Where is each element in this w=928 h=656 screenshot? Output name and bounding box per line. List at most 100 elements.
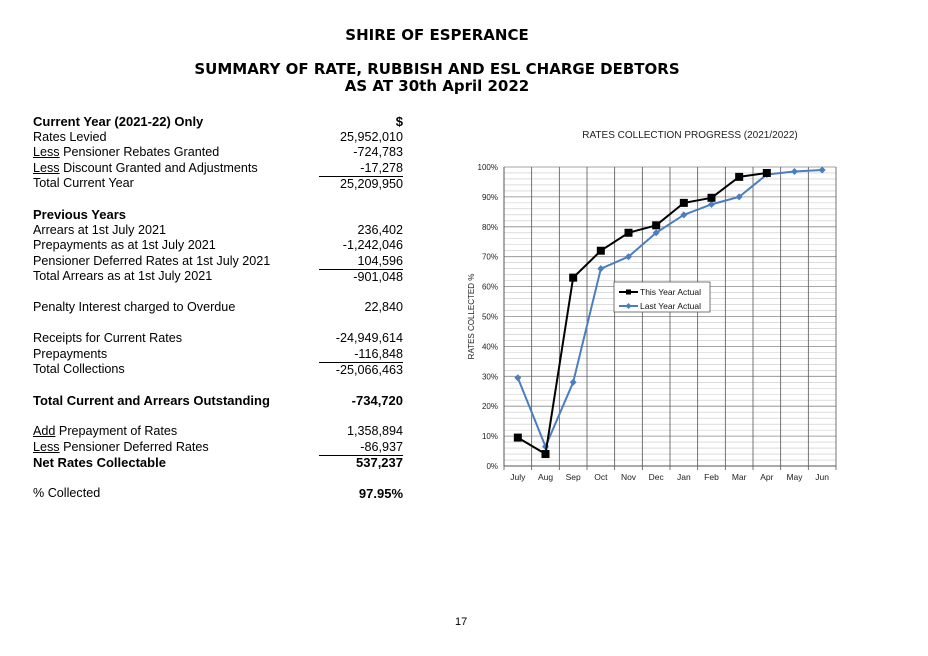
- row-value: -17,278: [360, 160, 403, 175]
- y-tick-label: 20%: [482, 402, 498, 411]
- row-value: -901,048: [319, 269, 403, 284]
- row-label: Rates Levied: [33, 129, 107, 144]
- row-label: Receipts for Current Rates: [33, 331, 183, 345]
- summary-row: Net Rates Collectable 537,237: [33, 455, 405, 471]
- summary-row: % Collected 97.95%: [33, 486, 405, 502]
- y-tick-label: 0%: [486, 462, 498, 471]
- spacer: [33, 409, 405, 425]
- y-tick-label: 10%: [482, 432, 498, 441]
- data-point-this-year: [624, 228, 633, 237]
- x-tick-label: Aug: [538, 472, 553, 482]
- row-label: Less Pensioner Rebates Granted: [33, 145, 219, 161]
- row-label: Net Rates Collectable: [33, 455, 166, 470]
- y-axis-label: RATES COLLECTED %: [467, 274, 476, 360]
- spacer: [33, 316, 405, 332]
- row-label-text: Pensioner Deferred Rates: [59, 439, 209, 454]
- row-value: 236,402: [357, 222, 403, 237]
- summary-row: Pensioner Deferred Rates at 1st July 202…: [33, 254, 405, 270]
- data-point-last-year: [818, 166, 826, 174]
- y-tick-label: 60%: [482, 283, 498, 292]
- x-tick-label: Nov: [621, 472, 637, 482]
- page-number: 17: [455, 616, 468, 628]
- y-tick-label: 90%: [482, 193, 498, 202]
- row-label: Total Current Year: [33, 176, 134, 190]
- row-value: -24,949,614: [335, 331, 403, 345]
- summary-row: Total Current Year 25,209,950: [33, 176, 405, 192]
- row-value: -1,242,046: [342, 238, 403, 252]
- x-tick-label: Sep: [566, 472, 581, 482]
- data-point-last-year: [680, 211, 688, 219]
- spacer: [33, 471, 405, 487]
- legend-marker-diamond: [625, 303, 632, 309]
- x-tick-label: May: [786, 472, 803, 482]
- row-label: Less Pensioner Deferred Rates: [33, 440, 209, 456]
- y-tick-label: 50%: [482, 313, 498, 322]
- row-value: -25,066,463: [319, 362, 403, 377]
- data-point-this-year: [707, 193, 716, 202]
- row-label: Penalty Interest charged to Overdue: [33, 300, 236, 314]
- legend-marker-square: [626, 289, 631, 295]
- row-value: -734,720: [351, 393, 403, 408]
- row-value: 1,358,894: [346, 424, 403, 438]
- data-point-last-year: [625, 253, 632, 261]
- row-value: 22,840: [364, 300, 403, 314]
- summary-row: Less Pensioner Deferred Rates -86,937: [33, 440, 405, 456]
- row-label: Total Arrears as at 1st July 2021: [33, 269, 213, 283]
- x-tick-label: Feb: [704, 472, 719, 482]
- data-point-this-year: [596, 246, 605, 255]
- row-value: -724,783: [353, 145, 403, 159]
- x-tick-label: Mar: [732, 472, 747, 482]
- row-label: Prepayments as at 1st July 2021: [33, 238, 216, 252]
- row-prefix: Less: [33, 145, 60, 159]
- row-label: Pensioner Deferred Rates at 1st July 202…: [33, 253, 271, 268]
- x-tick-label: Dec: [649, 472, 665, 482]
- summary-row: Less Discount Granted and Adjustments -17…: [33, 161, 405, 177]
- data-point-last-year: [597, 265, 605, 273]
- row-label: % Collected: [33, 486, 101, 500]
- row-value: 25,952,010: [339, 129, 403, 144]
- y-tick-label: 30%: [482, 372, 498, 381]
- legend-label: This Year Actual: [640, 287, 701, 297]
- series-line-0: [517, 171, 767, 456]
- summary-row: Prepayments as at 1st July 2021 -1,242,04…: [33, 238, 405, 254]
- y-tick-label: 80%: [482, 223, 498, 232]
- row-value: 537,237: [319, 455, 403, 470]
- row-label: Arrears at 1st July 2021: [33, 222, 166, 237]
- row-value: 97.95%: [358, 486, 403, 501]
- summary-row: Penalty Interest charged to Overdue 22,84…: [33, 300, 405, 316]
- row-value: -86,937: [360, 439, 403, 454]
- chart-title: RATES COLLECTION PROGRESS (2021/2022): [582, 130, 797, 141]
- summary-row: Prepayments -116,848: [33, 347, 405, 363]
- row-label: Prepayments: [33, 346, 108, 361]
- series-line-1: [516, 168, 823, 450]
- data-point-last-year: [652, 229, 660, 237]
- row-prefix: Less: [33, 160, 60, 175]
- data-point-last-year: [708, 200, 715, 208]
- row-prefix: Less: [33, 439, 60, 454]
- summary-row: Total Collections -25,066,463: [33, 362, 405, 378]
- data-point-this-year: [569, 273, 578, 282]
- rates-collection-chart: RATES COLLECTION PROGRESS (2021/2022) 0% 1…: [467, 130, 837, 482]
- spacer: [33, 285, 405, 301]
- org-title: SHIRE OF ESPERANCE: [345, 26, 529, 44]
- x-tick-label: Oct: [594, 472, 608, 482]
- row-value: -116,848: [354, 346, 403, 361]
- row-label-text: Prepayment of Rates: [55, 424, 178, 438]
- data-point-this-year: [541, 450, 550, 459]
- data-point-this-year: [762, 168, 771, 177]
- data-point-last-year: [514, 374, 522, 382]
- data-point-last-year: [791, 167, 798, 175]
- row-label-text: Discount Granted and Adjustments: [59, 160, 258, 175]
- row-label: Total Collections: [33, 362, 125, 376]
- summary-table: Current Year (2021-22) Only $ Rates Levied…: [33, 114, 405, 502]
- x-tick-label: Jun: [815, 472, 829, 482]
- x-tick-label: July: [510, 472, 526, 482]
- summary-row: Arrears at 1st July 2021 236,402: [33, 223, 405, 239]
- spacer: [33, 192, 405, 208]
- row-label: Previous Years: [33, 207, 126, 222]
- summary-row: Less Pensioner Rebates Granted -724,783: [33, 145, 405, 161]
- x-tick-label: Jan: [677, 472, 691, 482]
- summary-row: Current Year (2021-22) Only $: [33, 114, 405, 130]
- row-prefix: Add: [33, 424, 56, 438]
- row-label: Less Discount Granted and Adjustments: [33, 161, 258, 177]
